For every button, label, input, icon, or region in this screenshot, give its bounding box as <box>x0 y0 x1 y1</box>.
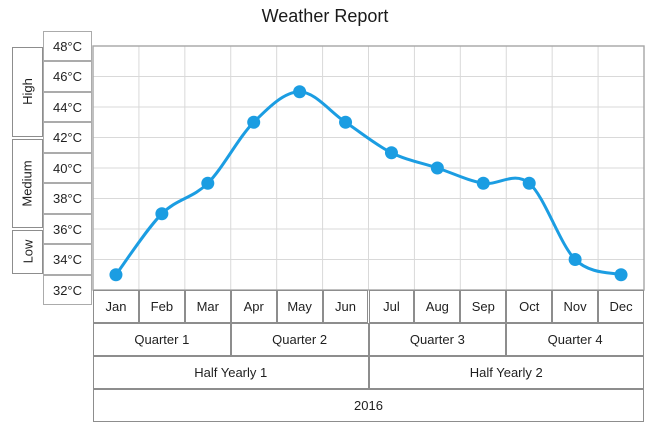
y-tick-label-32: 32°C <box>43 274 92 306</box>
data-point-marker-mar <box>201 176 215 190</box>
quarters-cell-1: Quarter 1 <box>93 323 231 356</box>
y-tick-label-44: 44°C <box>43 91 92 123</box>
half_years-cell-1: Half Yearly 1 <box>93 356 369 389</box>
data-point-marker-jan <box>109 268 123 282</box>
y-tick-label-46: 46°C <box>43 61 92 92</box>
data-point-marker-aug <box>430 161 444 175</box>
data-point-marker-jul <box>384 146 398 160</box>
chart-title: Weather Report <box>261 6 389 26</box>
month-cell-may: May <box>276 290 323 323</box>
year-cell-1: 2016 <box>93 389 644 422</box>
y-tick-label-40: 40°C <box>43 152 92 184</box>
month-cell-jun: Jun <box>322 290 369 323</box>
temperature-line <box>114 90 623 277</box>
month-cell-sep: Sep <box>460 290 507 323</box>
month-cell-dec: Dec <box>598 290 644 323</box>
y-group-label-medium: Medium <box>12 138 43 228</box>
month-cell-aug: Aug <box>414 290 461 323</box>
quarters-cell-4: Quarter 4 <box>506 323 644 356</box>
month-cell-nov: Nov <box>552 290 599 323</box>
y-group-label-text: Low <box>19 239 35 264</box>
y-tick-label-36: 36°C <box>43 213 92 245</box>
y-tick-label-34: 34°C <box>43 244 92 275</box>
quarters-cell-3: Quarter 3 <box>368 323 507 356</box>
y-tick-label-42: 42°C <box>43 122 92 153</box>
data-point-marker-feb <box>155 207 169 221</box>
y-group-label-text: High <box>20 78 35 106</box>
data-point-marker-apr <box>247 115 261 129</box>
y-tick-label-38: 38°C <box>43 183 92 214</box>
y-group-label-low: Low <box>12 230 43 274</box>
data-point-marker-jun <box>339 115 353 129</box>
y-group-label-high: High <box>12 47 43 137</box>
month-cell-jul: Jul <box>368 290 415 323</box>
half_years-cell-2: Half Yearly 2 <box>368 356 644 389</box>
data-point-marker-sep <box>476 176 490 190</box>
month-cell-feb: Feb <box>138 290 185 323</box>
month-cell-oct: Oct <box>506 290 553 323</box>
month-cell-jan: Jan <box>93 290 139 323</box>
data-point-marker-nov <box>568 253 582 266</box>
quarters-cell-2: Quarter 2 <box>230 323 369 356</box>
month-cell-mar: Mar <box>184 290 231 323</box>
data-point-marker-oct <box>522 176 536 190</box>
data-point-marker-may <box>293 85 307 99</box>
month-cell-apr: Apr <box>230 290 277 323</box>
y-tick-label-48: 48°C <box>43 30 92 62</box>
y-group-label-text: Medium <box>20 160 35 207</box>
data-point-marker-dec <box>614 268 628 282</box>
